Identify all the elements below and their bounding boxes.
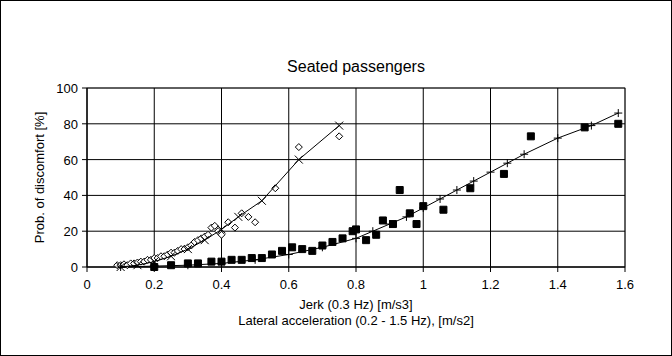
tick	[221, 267, 222, 272]
x-point	[167, 252, 175, 260]
tick	[356, 267, 357, 272]
x-point	[201, 236, 209, 244]
grid-line	[490, 88, 491, 267]
tick	[557, 267, 558, 272]
tick-label: 40	[64, 188, 78, 203]
square-point	[194, 260, 201, 267]
plus-point	[487, 168, 495, 176]
title: Seated passengers	[287, 58, 425, 75]
square-point	[379, 217, 386, 224]
x-point	[218, 225, 226, 233]
diamond-point	[252, 219, 259, 226]
plus-point	[520, 150, 528, 158]
grid-line	[221, 88, 222, 267]
tick-label: 60	[64, 153, 78, 168]
tick	[82, 195, 87, 196]
grid-line	[423, 88, 424, 267]
plus-point	[614, 109, 622, 117]
plus-point	[419, 204, 427, 212]
square-point	[413, 221, 420, 228]
x-point	[133, 261, 141, 269]
grid-line	[625, 88, 626, 267]
tick	[288, 267, 289, 272]
square-point	[238, 256, 245, 263]
diamond-point	[245, 213, 252, 220]
tick-label: 100	[56, 81, 78, 96]
x-point	[184, 245, 192, 253]
tick	[82, 267, 87, 268]
diamond-point	[295, 144, 302, 151]
plus-point	[386, 220, 394, 228]
square-point	[615, 120, 622, 127]
tick-label: 1.6	[616, 277, 634, 292]
tick-label: 0	[71, 260, 78, 275]
plus-point	[436, 195, 444, 203]
square-point	[527, 133, 534, 140]
tick	[490, 267, 491, 272]
x-point	[234, 213, 242, 221]
chart-border	[1, 1, 672, 356]
tick-label: 0.4	[212, 277, 230, 292]
plus-point	[117, 263, 125, 271]
chart: Seated passengers 0 20 40 60 80 100 0 0.2 0.4 0.6 0…	[0, 0, 672, 356]
tick	[82, 231, 87, 232]
square-point	[279, 247, 286, 254]
x-point	[295, 156, 303, 164]
square-point	[289, 244, 296, 251]
plus-point	[369, 227, 377, 235]
plus-point	[402, 213, 410, 221]
x-point	[335, 122, 343, 130]
plus-point	[503, 159, 511, 167]
plus-point	[251, 256, 259, 264]
x-point	[258, 197, 266, 205]
tick-label: 0	[83, 277, 90, 292]
plus-point	[453, 186, 461, 194]
plus-point	[218, 259, 226, 267]
tick-label: 80	[64, 117, 78, 132]
tick	[82, 159, 87, 160]
square-point	[363, 237, 370, 244]
plus-point	[184, 261, 192, 269]
y-axis-label: Prob. of discomfort [%]	[32, 112, 47, 244]
plot-area	[114, 109, 623, 271]
square-point	[440, 206, 447, 213]
fit-line	[121, 126, 340, 267]
square-point	[467, 185, 474, 192]
plus-point	[150, 262, 158, 270]
plus-point	[554, 134, 562, 142]
tick-label: 1	[420, 277, 427, 292]
tick	[625, 267, 626, 272]
x-axis-label: Lateral acceleration (0.2 - 1.5 Hz), [m/…	[238, 313, 474, 328]
diamond-point	[336, 133, 343, 140]
grid-line	[87, 88, 88, 267]
square-point	[500, 170, 507, 177]
tick	[423, 267, 424, 272]
tick-label: 0.6	[280, 277, 298, 292]
fit-line	[121, 113, 619, 267]
tick-label: 0.8	[347, 277, 365, 292]
tick	[87, 267, 88, 272]
grid-line	[557, 88, 558, 267]
tick-label: 20	[64, 224, 78, 239]
plus-point	[352, 234, 360, 242]
tick	[82, 123, 87, 124]
grid-line	[288, 88, 289, 267]
plus-point	[285, 250, 293, 258]
plus-point	[470, 177, 478, 185]
square-point	[373, 231, 380, 238]
x-point	[117, 263, 125, 271]
x-axis-label: Jerk (0.3 Hz) [m/s3]	[299, 297, 412, 312]
plus-point	[587, 122, 595, 130]
tick-label: 1.2	[481, 277, 499, 292]
plus-point	[318, 243, 326, 251]
tick	[82, 88, 87, 89]
y-axis	[87, 88, 88, 267]
diamond-point	[231, 224, 238, 231]
grid-line	[154, 88, 155, 267]
plot-frame	[87, 88, 625, 267]
tick-label: 1.4	[549, 277, 567, 292]
square-point	[353, 226, 360, 233]
square-point	[396, 187, 403, 194]
tick-label: 0.2	[145, 277, 163, 292]
